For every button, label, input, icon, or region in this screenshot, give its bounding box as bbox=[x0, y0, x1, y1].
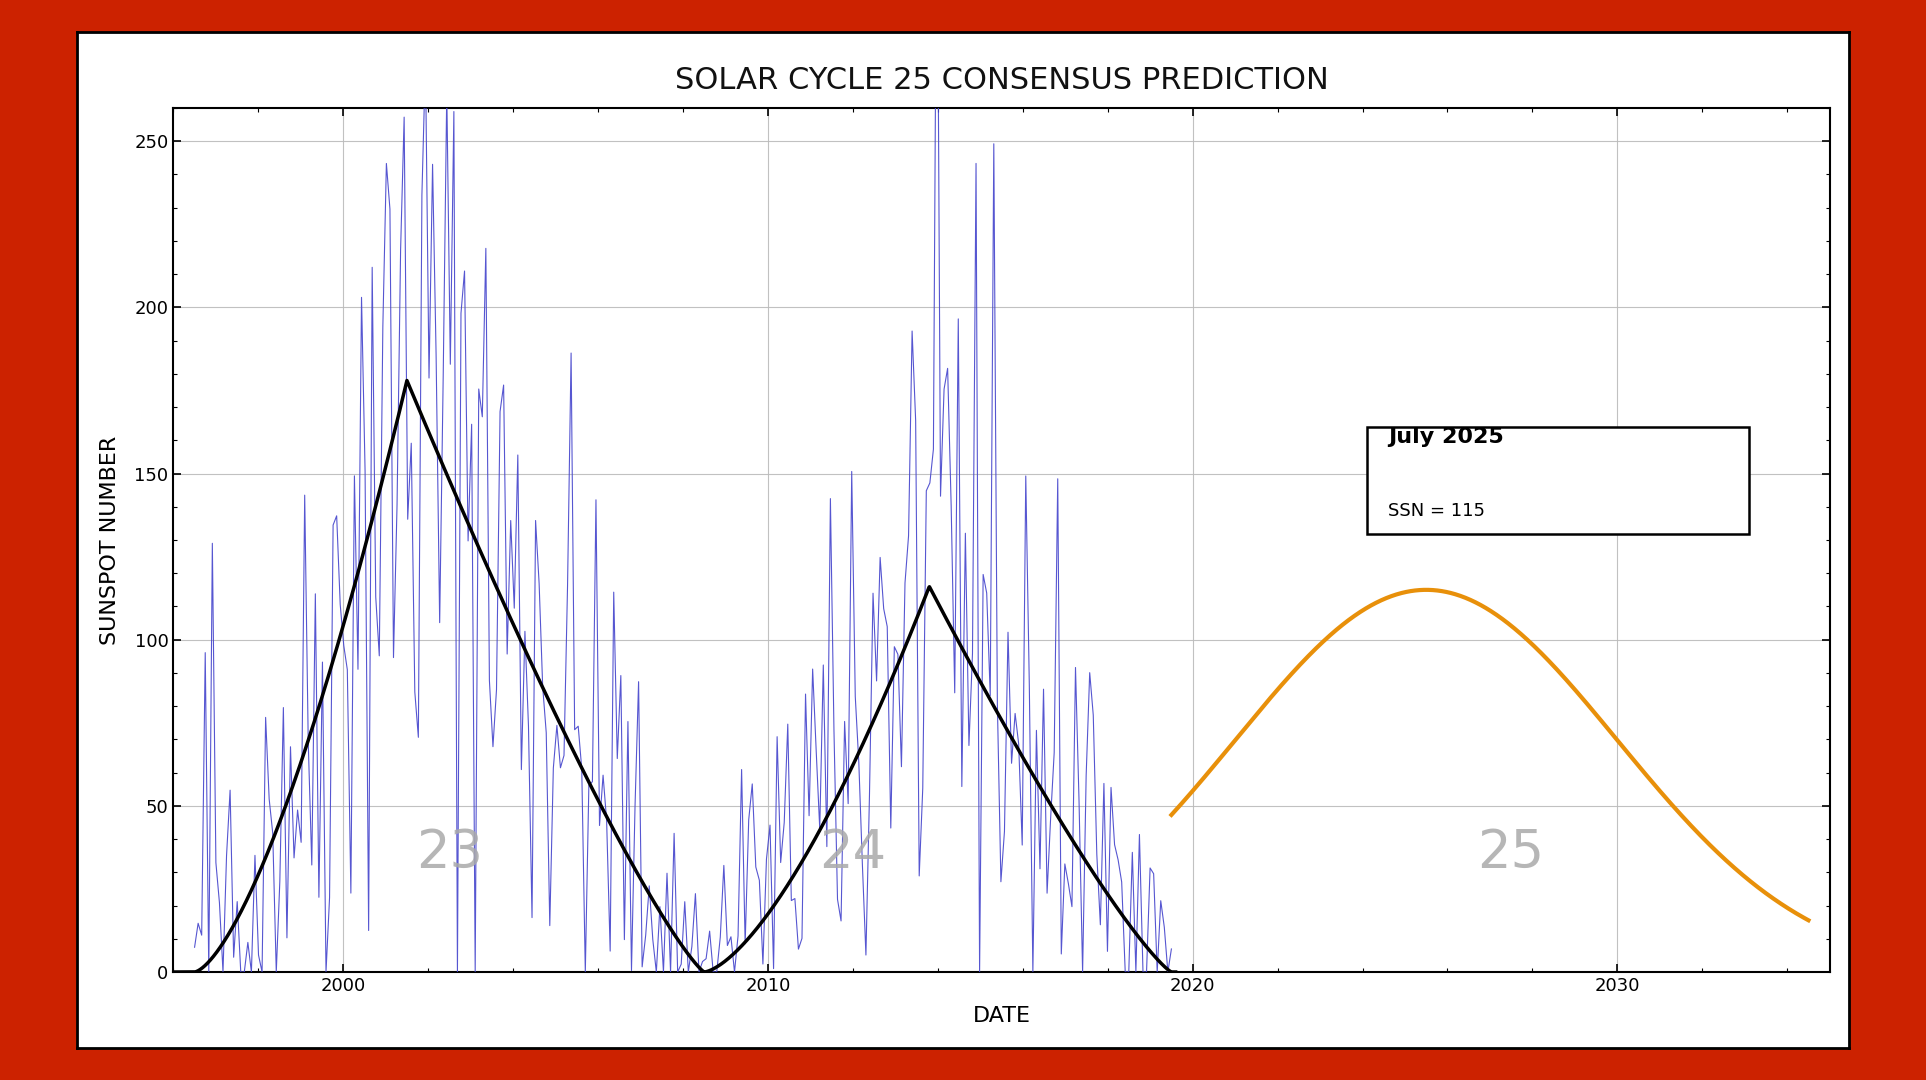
FancyBboxPatch shape bbox=[1367, 427, 1749, 534]
Text: 25: 25 bbox=[1477, 827, 1545, 879]
Text: July 2025: July 2025 bbox=[1389, 427, 1504, 447]
Text: 23: 23 bbox=[416, 827, 483, 879]
Text: 24: 24 bbox=[819, 827, 886, 879]
Text: SSN = 115: SSN = 115 bbox=[1389, 502, 1485, 521]
X-axis label: DATE: DATE bbox=[973, 1005, 1030, 1026]
Title: SOLAR CYCLE 25 CONSENSUS PREDICTION: SOLAR CYCLE 25 CONSENSUS PREDICTION bbox=[674, 66, 1329, 95]
Y-axis label: SUNSPOT NUMBER: SUNSPOT NUMBER bbox=[100, 435, 119, 645]
